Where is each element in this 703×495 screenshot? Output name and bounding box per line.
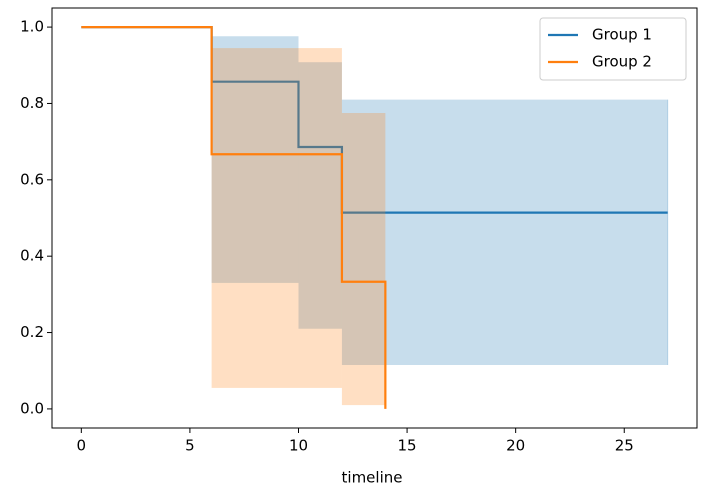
x-tick-label: 20 bbox=[506, 437, 525, 455]
y-tick-label: 0.4 bbox=[20, 247, 44, 265]
plot-frame bbox=[51, 7, 698, 429]
legend-label: Group 1 bbox=[592, 26, 652, 44]
y-tick-label: 0.8 bbox=[20, 94, 44, 112]
legend-box bbox=[539, 17, 687, 81]
y-tick-label: 1.0 bbox=[20, 18, 44, 36]
x-tick-label: 10 bbox=[289, 437, 308, 455]
confidence-band bbox=[211, 36, 299, 283]
x-tick-label: 15 bbox=[398, 437, 417, 455]
confidence-band bbox=[341, 99, 668, 366]
survival-line bbox=[81, 25, 387, 409]
x-tick-label: 0 bbox=[77, 437, 87, 455]
x-axis-label: timeline bbox=[342, 469, 403, 487]
confidence-band bbox=[211, 48, 342, 388]
y-tick-label: 0.2 bbox=[20, 323, 44, 341]
confidence-band bbox=[341, 113, 386, 406]
legend-label: Group 2 bbox=[592, 53, 652, 71]
y-tick-label: 0.6 bbox=[20, 170, 44, 188]
x-tick-label: 5 bbox=[185, 437, 195, 455]
confidence-band bbox=[298, 62, 342, 329]
y-tick-label: 0.0 bbox=[20, 399, 44, 417]
x-tick-label: 25 bbox=[615, 437, 634, 455]
